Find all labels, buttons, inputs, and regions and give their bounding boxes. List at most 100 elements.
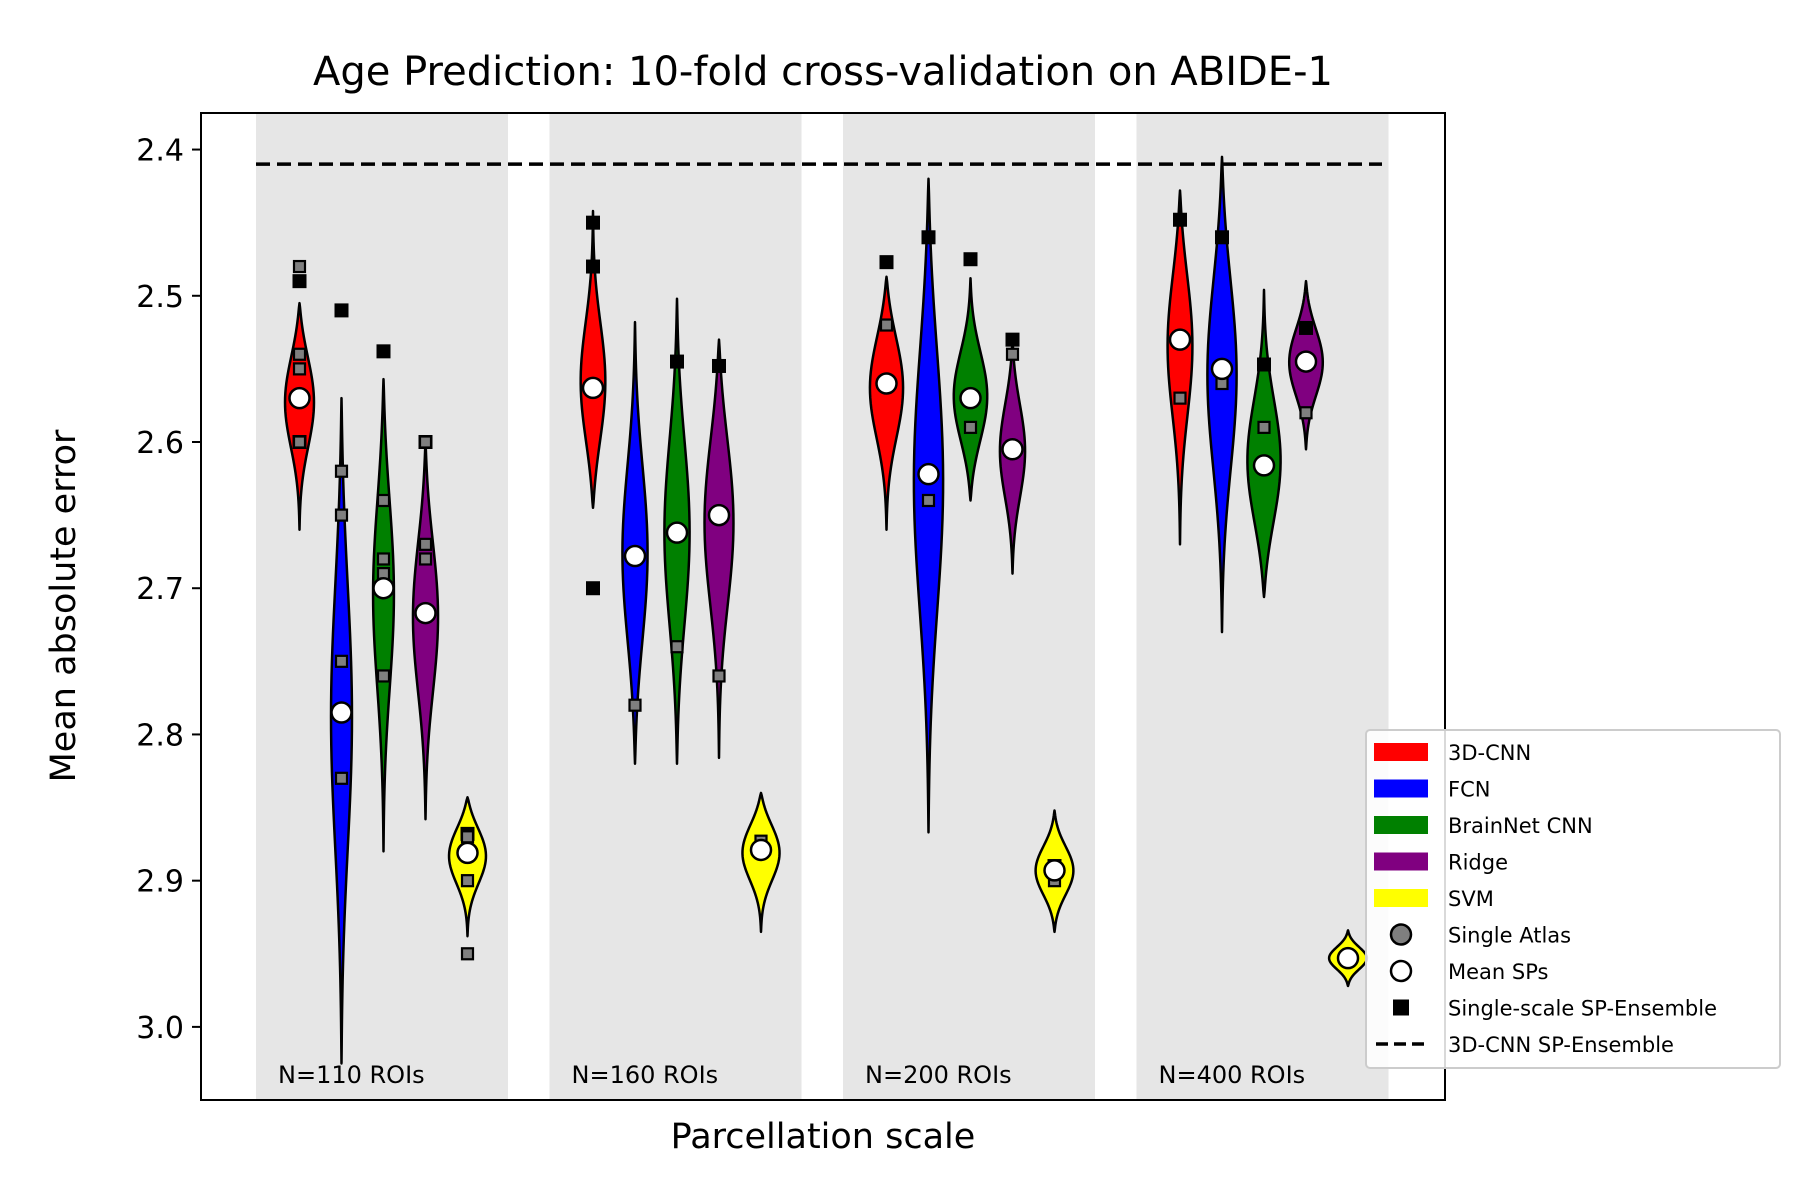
single-atlas-marker-n-110-rois-ridge-0 [418,435,433,449]
legend-swatch-3d-cnn [1374,743,1428,761]
single-atlas-marker-n-200-rois-fcn-0 [921,493,936,508]
plot-area-frame [200,112,1446,1101]
mean-sp-marker-n-400-rois-ridge [1294,350,1318,373]
mean-sp-marker-n-160-rois-ridge [707,503,731,527]
ensemble-marker-n-160-rois-3d-cnn-2 [586,581,600,596]
marker-layer [288,212,1360,970]
single-atlas-marker-n-110-rois-3d-cnn-0 [292,259,307,274]
legend-swatch-fcn [1374,779,1428,798]
single-atlas-marker-n-110-rois-svm-2 [460,947,475,961]
y-axis: 2.4 2.5 2.6 2.7 2.8 2.9 3.0 [136,134,201,1046]
single-atlas-marker-n-400-rois-brainnet-cnn-0 [1257,420,1271,434]
ensemble-marker-n-160-rois-3d-cnn-0 [586,259,600,274]
legend-label-mean-sps: Mean SPs [1448,960,1548,984]
mean-sp-marker-n-110-rois-fcn [330,701,353,724]
single-atlas-marker-n-110-rois-fcn-1 [334,508,349,522]
legend-swatch-single-scale-sp-ensemble [1393,999,1409,1016]
ensemble-marker-n-160-rois-ridge-0 [712,358,726,373]
violin-layer [283,155,1369,1065]
mean-sp-marker-n-200-rois-svm [1043,859,1066,882]
legend-swatch-brainnet-cnn [1374,816,1428,834]
legend-swatch-svm [1374,889,1428,907]
ensemble-marker-n-110-rois-3d-cnn-0 [292,274,307,289]
y-tick-label-0: 2.4 [136,134,184,169]
single-atlas-marker-n-400-rois-ridge-0 [1299,406,1313,420]
group-label-n-160-rois: N=160 ROIs [572,1061,719,1089]
single-atlas-marker-n-110-rois-brainnet-cnn-1 [376,552,391,566]
mean-sp-marker-n-160-rois-3d-cnn [581,376,605,400]
mean-sp-marker-n-160-rois-svm [749,838,773,862]
single-atlas-marker-n-200-rois-brainnet-cnn-0 [963,420,978,434]
violin-n-110-rois-fcn [329,396,354,1065]
chart-title: Age Prediction: 10-fold cross-validation… [313,49,1333,95]
legend-swatch-single-atlas [1389,923,1413,946]
y-tick-label-2: 2.6 [136,426,184,461]
single-atlas-marker-n-200-rois-3d-cnn-0 [879,318,894,332]
legend-label-single-atlas: Single Atlas [1448,924,1571,948]
single-atlas-marker-n-110-rois-fcn-3 [334,771,349,785]
y-tick-label-1: 2.5 [136,280,184,315]
ensemble-marker-n-200-rois-brainnet-cnn-0 [963,252,978,267]
ensemble-marker-n-400-rois-ridge-0 [1299,320,1313,335]
single-atlas-marker-n-110-rois-svm-1 [460,874,475,888]
single-atlas-marker-n-110-rois-brainnet-cnn-0 [376,493,391,508]
ensemble-marker-n-200-rois-ridge-0 [1005,332,1020,347]
violin-n-110-rois-svm [447,796,488,938]
single-atlas-marker-n-160-rois-ridge-0 [712,669,726,683]
mean-sp-marker-n-110-rois-3d-cnn [288,386,311,410]
single-atlas-marker-n-200-rois-ridge-0 [1005,347,1020,361]
mean-sp-marker-n-200-rois-fcn [917,462,940,486]
legend-label-single-scale-sp-ensemble: Single-scale SP-Ensemble [1448,997,1717,1021]
single-atlas-marker-n-110-rois-3d-cnn-2 [292,362,307,376]
y-axis-label: Mean absolute error [44,429,84,782]
violin-n-200-rois-3d-cnn [868,275,905,531]
group-label-n-400-rois: N=400 ROIs [1159,1061,1306,1089]
group-label-n-110-rois: N=110 ROIs [278,1061,425,1089]
mean-sp-marker-n-200-rois-ridge [1001,438,1024,461]
group-labels: N=110 ROIs N=160 ROIs N=200 ROIs N=400 ROIs [278,1061,1305,1089]
single-atlas-marker-n-160-rois-fcn-0 [628,698,642,712]
single-atlas-marker-n-110-rois-3d-cnn-1 [292,347,307,361]
ensemble-marker-n-200-rois-fcn-0 [921,230,936,245]
legend-label-brainnet-cnn: BrainNet CNN [1448,814,1593,838]
mean-sp-marker-n-200-rois-brainnet-cnn [959,386,982,410]
legend-label-svm: SVM [1448,887,1494,911]
legend-label-ridge: Ridge [1448,851,1508,875]
violin-n-160-rois-ridge [703,338,735,760]
mean-sp-marker-n-200-rois-3d-cnn [875,372,898,395]
legend-label-3d-cnn-sp-ensemble: 3D-CNN SP-Ensemble [1448,1033,1674,1057]
violin-n-110-rois-3d-cnn [283,301,316,531]
violin-n-160-rois-3d-cnn [579,209,607,510]
ensemble-marker-n-400-rois-fcn-0 [1215,230,1229,245]
y-tick-label-6: 3.0 [136,1011,184,1046]
y-tick-label-3: 2.7 [136,572,184,607]
single-atlas-marker-n-160-rois-brainnet-cnn-0 [670,640,684,654]
mean-sp-marker-n-400-rois-fcn [1210,357,1234,381]
ensemble-marker-n-400-rois-brainnet-cnn-0 [1257,357,1271,372]
legend-frame [1365,729,1781,1069]
y-tick-label-5: 2.9 [136,865,184,900]
mean-sp-marker-n-160-rois-brainnet-cnn [665,521,689,544]
legend-label-fcn: FCN [1448,778,1490,802]
legend-swatch-mean-sps [1389,959,1413,983]
mean-sp-marker-n-110-rois-svm [456,841,479,865]
ensemble-marker-n-160-rois-3d-cnn-1 [586,215,600,230]
single-atlas-marker-n-110-rois-brainnet-cnn-3 [376,669,391,683]
single-atlas-marker-n-110-rois-ridge-1 [418,537,433,551]
violin-n-110-rois-ridge [411,440,440,821]
single-atlas-marker-n-110-rois-fcn-2 [334,654,349,668]
mean-sp-marker-n-110-rois-brainnet-cnn [372,576,395,600]
violin-n-400-rois-brainnet-cnn [1246,288,1282,599]
single-atlas-marker-n-110-rois-fcn-0 [334,464,349,478]
legend: 3D-CNN FCN BrainNet CNN Ridge SVM Single Atla… [1365,729,1781,1069]
ensemble-marker-n-110-rois-fcn-0 [334,303,349,318]
violin-n-160-rois-svm [741,791,781,934]
mean-sp-marker-n-400-rois-svm [1336,946,1360,970]
ensemble-marker-n-160-rois-brainnet-cnn-0 [670,354,684,369]
mean-sp-marker-n-400-rois-brainnet-cnn [1252,454,1276,477]
mean-sp-marker-n-160-rois-fcn [623,544,647,568]
ensemble-marker-n-110-rois-brainnet-cnn-0 [376,344,391,359]
single-atlas-marker-n-400-rois-3d-cnn-0 [1173,391,1187,405]
group-label-n-200-rois: N=200 ROIs [865,1061,1012,1089]
